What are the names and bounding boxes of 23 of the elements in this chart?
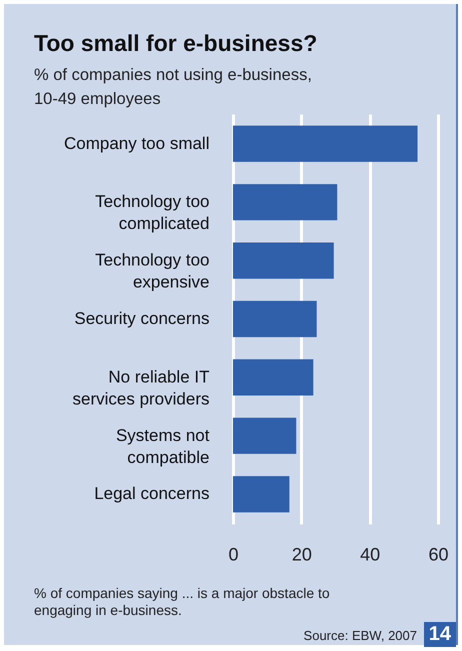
y-tick-label: Systems not compatible [116,426,210,467]
bar [233,359,314,396]
x-tick-label: 40 [360,544,380,564]
bar [233,184,338,220]
bar [233,476,290,512]
y-tick-label: Legal concerns [94,484,210,504]
x-tick-label: 20 [292,544,312,564]
y-tick-label: Security concerns [74,309,210,328]
y-tick-label: Company too small [64,134,210,153]
y-tick-label: Technology too complicated [95,192,210,234]
x-tick-label: 0 [228,544,239,564]
text: % of companies saying ... is a major obstacle to engaging in e-business. [34,585,331,619]
bar [233,300,317,338]
y-tick-label: Technology too expensive [95,250,210,292]
text: 14 [424,622,456,647]
y-tick-label: No reliable IT services providers [72,367,210,408]
bar [233,126,418,162]
bar [233,242,334,279]
x-tick-label: 60 [428,544,449,564]
chart-title: Too small for e-business? [34,30,318,57]
bar [233,418,296,454]
source-note: Source: EBW, 2007 [304,628,417,643]
chart-subtitle: % of companies not using e-business, 10-49 employees [34,65,313,110]
